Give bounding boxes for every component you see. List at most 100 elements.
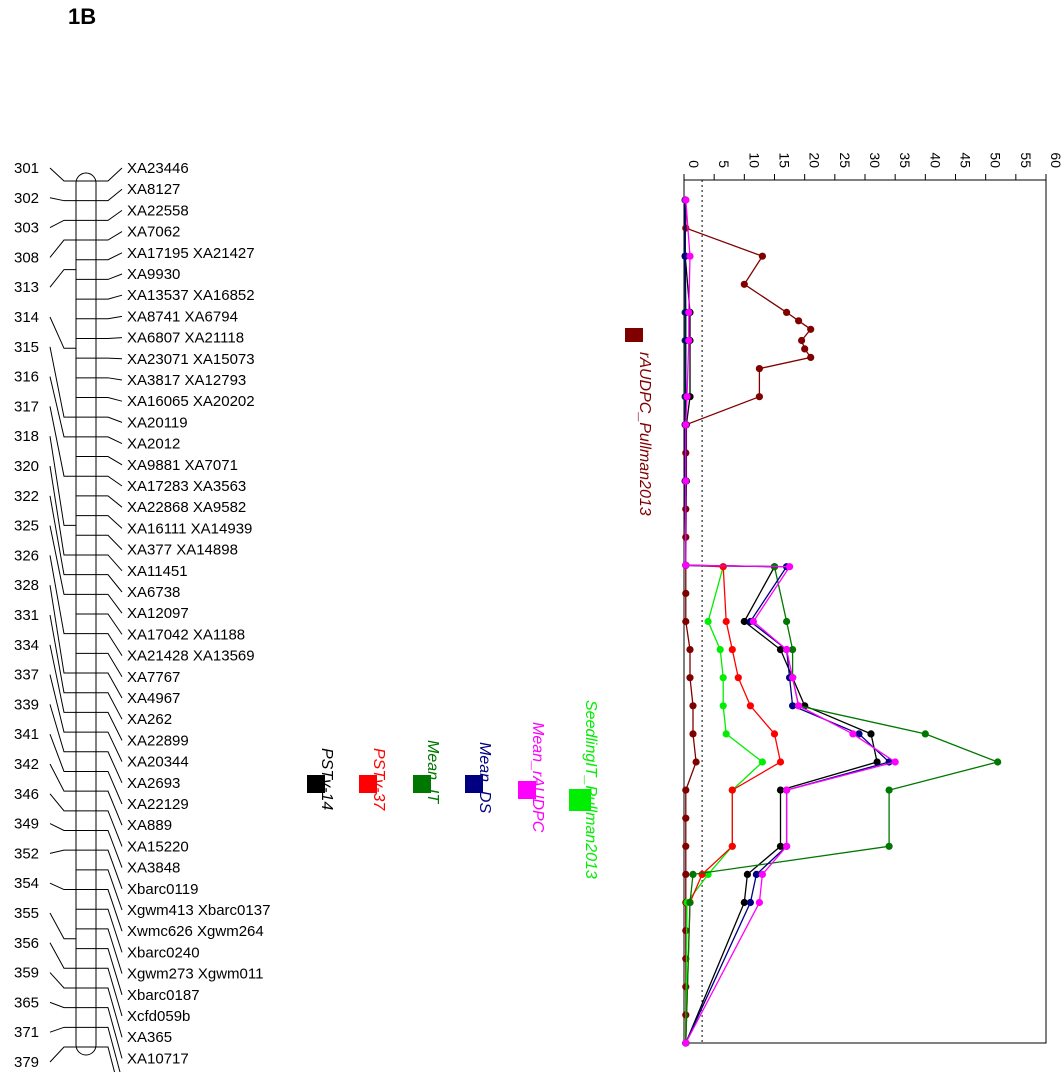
- position-label: 379: [14, 1054, 39, 1071]
- series-point: [789, 674, 797, 682]
- position-label: 320: [14, 458, 39, 475]
- marker-connector: [96, 436, 123, 445]
- series-point: [783, 646, 791, 654]
- series-line-Mean_rAUDPC: [685, 199, 897, 1044]
- series-point: [776, 646, 785, 654]
- series-point: [807, 325, 815, 333]
- marker-label: XA21428 XA13569: [127, 648, 255, 665]
- position-connector: [49, 972, 76, 989]
- series-point: [682, 617, 690, 626]
- position-connector: [49, 674, 76, 733]
- position-connector: [49, 763, 76, 792]
- position-label: 302: [14, 190, 39, 207]
- series-point: [682, 786, 690, 794]
- marker-connector: [96, 731, 123, 762]
- marker-label: XA16111 XA14939: [127, 520, 252, 537]
- series-point: [746, 898, 755, 907]
- marker-label: XA11451: [127, 563, 188, 580]
- axis-tick-label: 55: [1018, 152, 1034, 168]
- position-connector: [49, 197, 76, 202]
- linkage-map: XA23446 XA8127 XA22558 XA7062 XA17195 XA2142…: [14, 160, 270, 1072]
- marker-label: XA377 XA14898: [127, 542, 238, 559]
- marker-connector: [96, 1046, 116, 1072]
- marker-connector: [96, 770, 123, 805]
- series-point: [722, 617, 730, 626]
- position-label: 303: [14, 220, 39, 237]
- series-point: [692, 758, 700, 766]
- axis-tick-label: 40: [927, 152, 943, 168]
- series-point: [682, 870, 690, 879]
- marker-connector: [96, 790, 123, 826]
- legend-swatch-Mean_DS: [465, 775, 483, 793]
- position-connector: [49, 376, 76, 438]
- marker-connector: [96, 397, 123, 402]
- marker-label: XA16065 XA20202: [127, 393, 255, 410]
- marker-connector: [96, 830, 123, 868]
- series-point: [689, 730, 697, 738]
- marker-connector: [96, 987, 123, 1038]
- marker-connector: [96, 315, 123, 320]
- position-connector: [49, 346, 76, 418]
- series-point: [795, 317, 803, 325]
- series-point: [776, 786, 785, 794]
- position-label: 359: [14, 965, 39, 982]
- marker-label: XA6738: [127, 584, 180, 601]
- marker-label: XA15220: [127, 838, 189, 855]
- axis-tick-label: 50: [988, 152, 1004, 168]
- marker-connector: [96, 928, 123, 974]
- position-connector: [49, 465, 76, 556]
- marker-label: XA4967: [127, 690, 180, 707]
- series-point: [682, 842, 690, 850]
- series-point: [685, 336, 693, 345]
- series-point: [682, 589, 690, 598]
- position-label: 352: [14, 845, 39, 862]
- series-point: [807, 353, 815, 361]
- marker-connector: [96, 711, 123, 741]
- marker-connector: [96, 167, 123, 182]
- position-label: 341: [14, 726, 39, 743]
- marker-label: Xgwm413 Xbarc0137: [127, 902, 270, 919]
- position-connector: [49, 704, 76, 753]
- legend-swatch-Mean_IT: [413, 775, 431, 793]
- axis-tick-label: 5: [716, 160, 732, 168]
- series-point: [755, 898, 764, 907]
- legend-label: PSTv-37: [370, 748, 387, 811]
- panel-label: 1B: [68, 4, 97, 29]
- series-point: [683, 393, 691, 401]
- series-point: [685, 308, 693, 316]
- axis-tick-label: 10: [746, 152, 762, 168]
- position-label: 346: [14, 786, 39, 803]
- marker-label: Xbarc0187: [127, 987, 200, 1004]
- axis-tick-label: 15: [777, 152, 793, 168]
- position-connector: [49, 495, 76, 576]
- legend-swatch-rAUDPC_Pullman2013: [625, 328, 643, 342]
- position-label: 365: [14, 994, 39, 1011]
- marker-label: XA365: [127, 1029, 172, 1046]
- series-point: [689, 702, 697, 710]
- position-connector: [49, 219, 76, 229]
- marker-label: XA23071 XA15073: [127, 351, 255, 368]
- position-label: 331: [14, 607, 39, 624]
- series-point: [743, 870, 752, 879]
- series-point: [686, 674, 694, 682]
- marker-connector: [96, 574, 123, 593]
- marker-label: Xbarc0119: [127, 881, 198, 898]
- series-point: [749, 617, 758, 626]
- marker-label: XA22899: [127, 732, 189, 749]
- marker-connector: [96, 456, 123, 466]
- series-point: [855, 730, 863, 738]
- marker-connector: [96, 613, 123, 635]
- marker-label: XA10717: [127, 1050, 189, 1067]
- position-label: 334: [14, 637, 39, 654]
- marker-connector: [96, 534, 123, 550]
- marker-label: Xgwm273 Xgwm011: [127, 966, 263, 983]
- series-point: [728, 786, 736, 794]
- position-label: 337: [14, 667, 39, 684]
- marker-label: XA8741 XA6794: [127, 308, 238, 325]
- marker-connector: [96, 967, 123, 1017]
- position-connector: [49, 239, 76, 258]
- series-point: [689, 870, 697, 879]
- series-point: [758, 870, 767, 879]
- position-connector: [49, 614, 76, 694]
- marker-connector: [96, 593, 123, 614]
